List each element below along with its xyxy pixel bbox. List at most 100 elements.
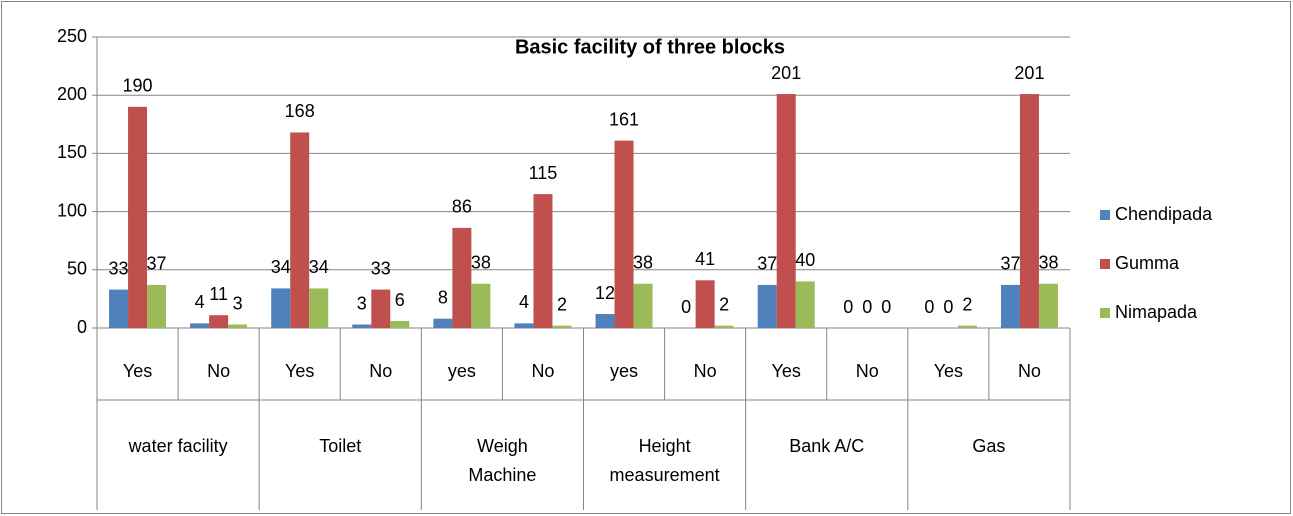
data-label: 4 [195,292,205,312]
bar [190,323,210,328]
group-label: Height measurement [609,436,720,485]
y-tick-label: 100 [57,200,87,220]
data-label: 38 [1038,253,1058,273]
data-label: 34 [271,257,291,277]
data-label: 0 [843,297,853,317]
data-label: 0 [943,297,953,317]
data-label: 161 [609,109,639,129]
bar [714,325,734,328]
bar [147,284,167,328]
x-tick-label: No [207,361,230,381]
data-label: 201 [771,63,801,83]
x-tick-label: yes [610,361,638,381]
x-tick-label: Yes [285,361,314,381]
bar [776,94,796,328]
bar [552,325,572,328]
legend-swatch [1100,210,1110,220]
data-label: 6 [395,290,405,310]
bar [533,194,553,328]
data-label: 0 [924,297,934,317]
data-label: 201 [1014,63,1044,83]
data-label: 12 [595,283,615,303]
bar [371,289,391,328]
x-tick-label: yes [448,361,476,381]
x-tick-label: Yes [934,361,963,381]
data-label: 3 [357,293,367,313]
bar [614,140,634,328]
y-tick-label: 50 [67,259,87,279]
bar [209,315,229,328]
data-label: 115 [529,163,558,183]
data-label: 0 [681,297,691,317]
data-label: 41 [695,249,715,269]
x-tick-label: No [856,361,879,381]
group-label: Weigh Machine [468,436,537,485]
data-label: 37 [1000,254,1020,274]
bar [514,323,534,328]
data-label: 37 [147,254,167,274]
chart-title: Basic facility of three blocks [515,36,785,58]
legend-swatch [1100,308,1110,318]
y-tick-label: 0 [77,317,87,337]
bar [309,288,329,328]
data-label: 0 [881,297,891,317]
data-label: 168 [285,101,315,121]
bar [1019,94,1039,328]
group-label: Gas [972,436,1006,456]
bar [633,283,653,328]
bar [471,283,491,328]
x-tick-label: No [531,361,554,381]
data-label: 33 [109,258,129,278]
bar [757,284,777,328]
x-tick-label: Yes [772,361,801,381]
bar [228,324,248,328]
legend-label: Chendipada [1115,204,1213,224]
bar [290,132,310,328]
y-tick-label: 200 [57,84,87,104]
bar [128,106,148,328]
bar [352,324,372,328]
group-label: Toilet [319,436,362,456]
data-label: 2 [557,294,567,314]
data-label: 2 [962,294,972,314]
bar [433,318,453,328]
data-label: 8 [438,287,448,307]
legend-label: Nimapada [1115,302,1198,322]
bar [390,321,410,328]
data-label: 4 [519,292,529,312]
data-label: 2 [719,294,729,314]
bar [1000,284,1020,328]
bar [595,314,615,328]
data-label: 11 [209,284,228,304]
data-label: 38 [633,253,653,273]
data-label: 38 [471,253,491,273]
data-label: 40 [795,250,815,270]
y-tick-label: 250 [57,26,87,46]
bar [452,227,472,328]
data-label: 190 [123,76,153,96]
y-tick-label: 150 [57,142,87,162]
legend-label: Gumma [1115,253,1180,273]
bar [795,281,815,328]
data-label: 86 [452,197,472,217]
x-tick-label: No [1018,361,1041,381]
bar [109,289,129,328]
group-label: water facility [128,436,228,456]
data-label: 0 [862,297,872,317]
legend-swatch [1100,259,1110,269]
data-label: 33 [371,258,391,278]
x-tick-label: Yes [123,361,152,381]
data-label: 37 [757,254,777,274]
x-tick-label: No [694,361,717,381]
bar [695,280,715,328]
bar [1038,283,1058,328]
x-tick-label: No [369,361,392,381]
group-label: Bank A/C [789,436,865,456]
data-label: 34 [309,257,329,277]
bar [271,288,291,328]
bar [957,325,977,328]
data-label: 3 [233,293,243,313]
